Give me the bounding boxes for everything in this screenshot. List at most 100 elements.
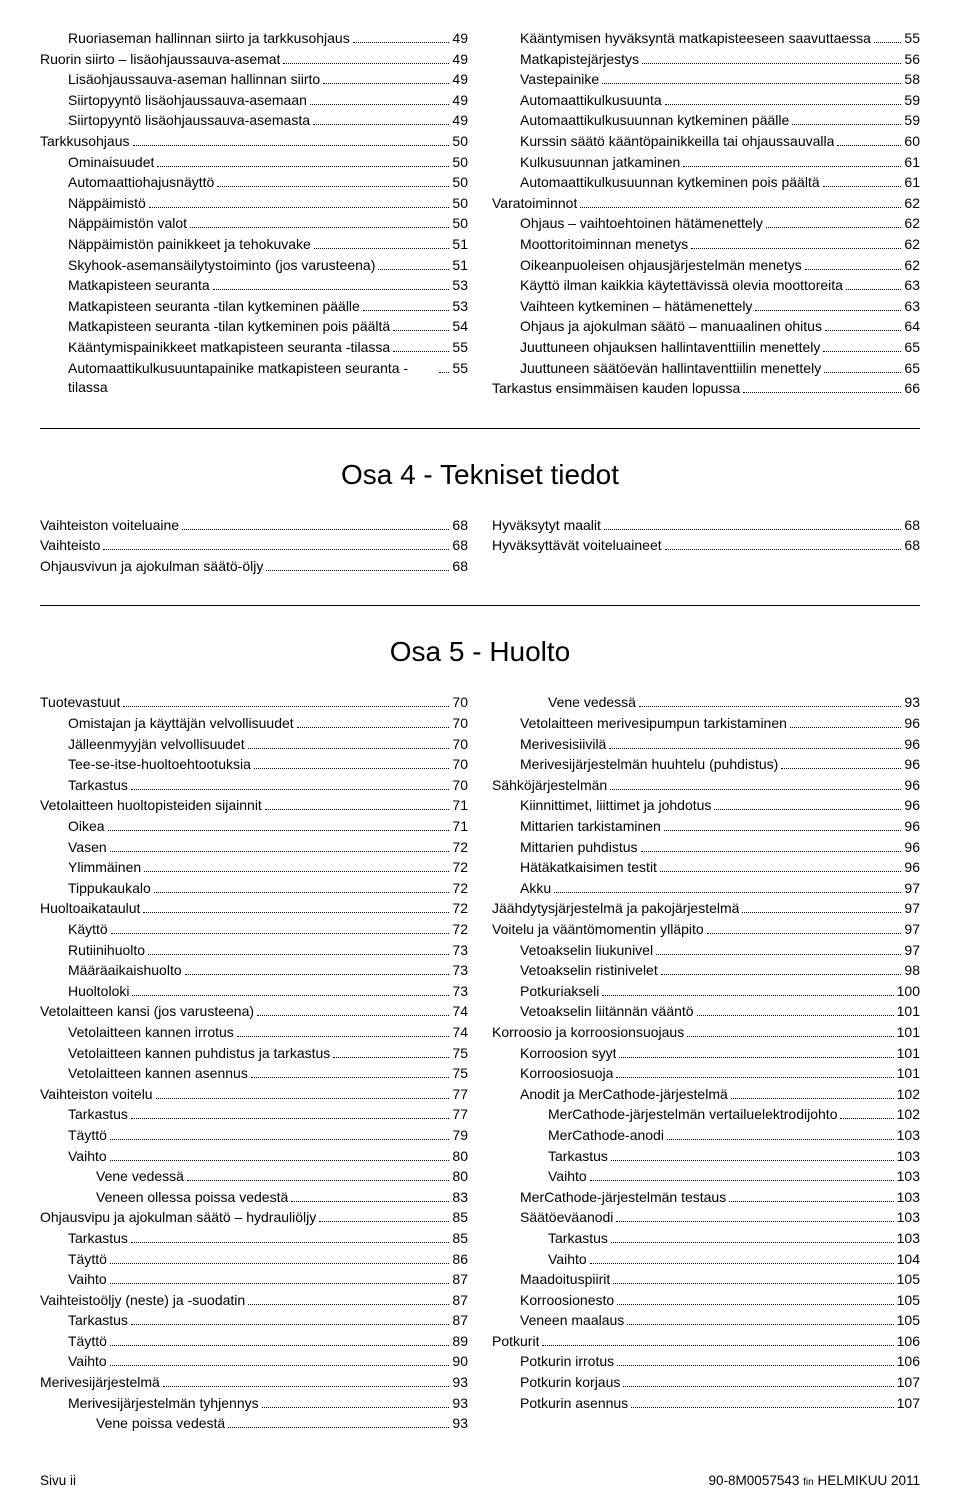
toc-entry-label: Korroosio ja korroosionsuojaus <box>492 1023 684 1043</box>
toc-leader-dots <box>840 1118 893 1119</box>
toc-entry: Potkurit106 <box>492 1332 920 1352</box>
section-separator <box>40 605 920 606</box>
toc-entry-label: Automaattikulkusuuntapainike matkapistee… <box>68 359 436 398</box>
toc-leader-dots <box>617 1304 893 1305</box>
toc-entry-label: Vene vedessä <box>548 693 636 713</box>
toc-entry: Potkurin irrotus106 <box>492 1352 920 1372</box>
footer-doc-id: 90-8M0057543 fin HELMIKUU 2011 <box>709 1473 920 1488</box>
toc-entry-label: Vaihto <box>68 1270 107 1290</box>
toc-entry-label: Mittarien tarkistaminen <box>520 817 661 837</box>
toc-entry-label: Vetolaitteen huoltopisteiden sijainnit <box>40 796 262 816</box>
toc-entry-label: Maadoituspiirit <box>520 1270 610 1290</box>
toc-leader-dots <box>729 1201 893 1202</box>
toc-entry: Näppäimistön painikkeet ja tehokuvake51 <box>40 235 468 255</box>
toc-entry: Ohjausvivun ja ajokulman säätö-öljy68 <box>40 557 468 577</box>
toc-leader-dots <box>837 145 901 146</box>
toc-entry-page: 62 <box>904 256 920 276</box>
page-footer: Sivu ii 90-8M0057543 fin HELMIKUU 2011 <box>40 1473 920 1488</box>
toc-entry-page: 77 <box>452 1085 468 1105</box>
toc-entry-page: 50 <box>452 194 468 214</box>
toc-leader-dots <box>291 1201 449 1202</box>
toc-leader-dots <box>623 1386 893 1387</box>
toc-leader-dots <box>755 310 901 311</box>
toc-entry-page: 58 <box>904 70 920 90</box>
toc-entry: Vene vedessä93 <box>492 693 920 713</box>
toc-columns: Ruoriaseman hallinnan siirto ja tarkkuso… <box>40 28 920 400</box>
toc-entry-page: 101 <box>897 1023 920 1043</box>
toc-entry-page: 50 <box>452 214 468 234</box>
toc-entry-label: Tarkkusohjaus <box>40 132 130 152</box>
toc-entry-page: 97 <box>904 879 920 899</box>
toc-col-left: Vaihteiston voiteluaine68Vaihteisto68Ohj… <box>40 515 468 578</box>
toc-entry-label: Automaattiohajusnäyttö <box>68 173 214 193</box>
toc-entry-label: Täyttö <box>68 1126 107 1146</box>
toc-entry: Veneen ollessa poissa vedestä83 <box>40 1188 468 1208</box>
toc-entry-label: Kurssin säätö kääntöpainikkeilla tai ohj… <box>520 132 834 152</box>
toc-entry-label: Korroosiosuoja <box>520 1064 613 1084</box>
toc-leader-dots <box>609 748 901 749</box>
toc-entry-label: Vaihteistoöljy (neste) ja -suodatin <box>40 1291 245 1311</box>
toc-leader-dots <box>323 83 449 84</box>
toc-col-left: Tuotevastuut70Omistajan ja käyttäjän vel… <box>40 692 468 1434</box>
toc-leader-dots <box>111 933 450 934</box>
toc-entry-label: Ruorin siirto – lisäohjaussauva-asemat <box>40 50 280 70</box>
toc-entry-page: 62 <box>904 194 920 214</box>
toc-leader-dots <box>251 1077 450 1078</box>
toc-leader-dots <box>149 207 450 208</box>
toc-leader-dots <box>874 42 901 43</box>
toc-entry-page: 96 <box>904 796 920 816</box>
toc-leader-dots <box>110 1365 450 1366</box>
toc-entry: Näppäimistö50 <box>40 194 468 214</box>
toc-entry-page: 70 <box>452 776 468 796</box>
toc-entry-label: Veneen ollessa poissa vedestä <box>96 1188 288 1208</box>
toc-leader-dots <box>665 104 902 105</box>
toc-entry-label: Merivesijärjestelmä <box>40 1373 160 1393</box>
toc-entry-page: 63 <box>904 276 920 296</box>
toc-entry-label: Vene poissa vedestä <box>96 1414 225 1434</box>
toc-entry-page: 97 <box>904 920 920 940</box>
toc-entry-page: 68 <box>452 516 468 536</box>
section5-title: Osa 5 - Huolto <box>40 636 920 668</box>
toc-entry: Korroosiosuoja 101 <box>492 1064 920 1084</box>
toc-leader-dots <box>714 809 901 810</box>
toc-leader-dots <box>108 830 450 831</box>
toc-entry-page: 106 <box>897 1332 920 1352</box>
toc-entry: Ominaisuudet50 <box>40 153 468 173</box>
toc-entry-label: Tarkastus <box>68 1105 128 1125</box>
toc-entry: Tarkkusohjaus 50 <box>40 132 468 152</box>
toc-entry-label: Vaihteiston voiteluaine <box>40 516 179 536</box>
toc-leader-dots <box>617 1365 893 1366</box>
toc-entry-label: Juuttuneen ohjauksen hallintaventtiilin … <box>520 338 820 358</box>
toc-entry-page: 63 <box>904 297 920 317</box>
toc-entry-label: Potkuriakseli <box>520 982 599 1002</box>
toc-leader-dots <box>602 995 893 996</box>
toc-entry: Vaihteiston voitelu77 <box>40 1085 468 1105</box>
footer-doc-number: 90-8M0057543 <box>709 1473 800 1488</box>
toc-entry-page: 62 <box>904 235 920 255</box>
toc-entry-page: 74 <box>452 1023 468 1043</box>
toc-entry-page: 107 <box>897 1373 920 1393</box>
toc-leader-dots <box>580 207 901 208</box>
toc-entry-label: Rutiinihuolto <box>68 941 145 961</box>
toc-leader-dots <box>248 1304 449 1305</box>
toc-entry: Automaattikulkusuuntapainike matkapistee… <box>40 359 468 398</box>
toc-entry-label: Skyhook-asemansäilytystoiminto (jos varu… <box>68 256 375 276</box>
toc-leader-dots <box>613 1283 893 1284</box>
toc-leader-dots <box>627 1324 893 1325</box>
toc-leader-dots <box>154 892 450 893</box>
toc-leader-dots <box>805 269 902 270</box>
toc-entry-label: Korroosionesto <box>520 1291 614 1311</box>
toc-entry-label: Omistajan ja käyttäjän velvollisuudet <box>68 714 294 734</box>
toc-leader-dots <box>110 851 450 852</box>
toc-entry-page: 50 <box>452 132 468 152</box>
toc-leader-dots <box>687 1036 893 1037</box>
toc-entry-label: Ruoriaseman hallinnan siirto ja tarkkuso… <box>68 29 350 49</box>
toc-entry: Tee-se-itse-huoltoehtootuksia70 <box>40 755 468 775</box>
toc-entry-page: 68 <box>452 557 468 577</box>
toc-entry-page: 101 <box>897 1064 920 1084</box>
toc-entry: Vaihteiston voiteluaine 68 <box>40 516 468 536</box>
toc-entry-label: Tarkastus ensimmäisen kauden lopussa <box>492 379 740 399</box>
toc-entry-page: 68 <box>904 516 920 536</box>
toc-entry: Matkapisteen seuranta -tilan kytkeminen … <box>40 297 468 317</box>
toc-leader-dots <box>156 1098 450 1099</box>
